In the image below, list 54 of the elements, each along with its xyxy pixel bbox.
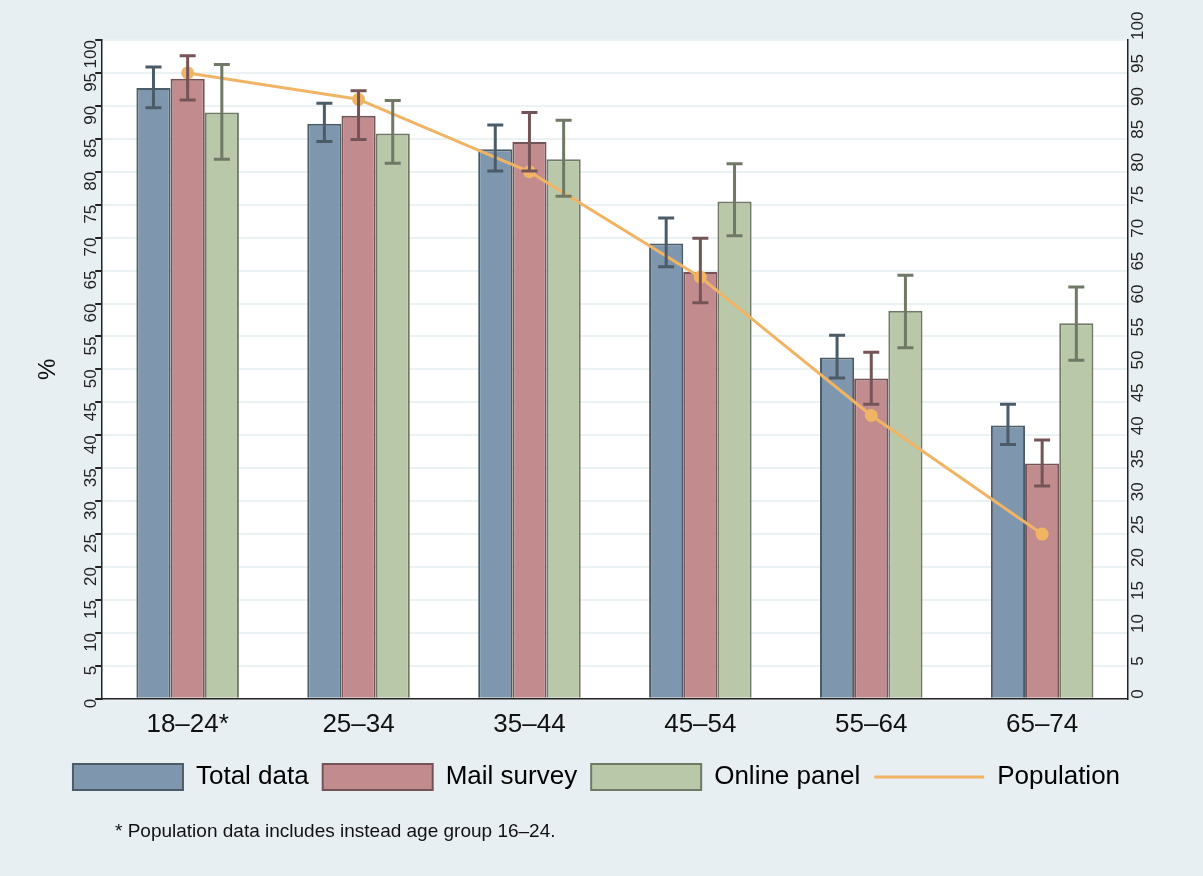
y2-tick-label: 80	[1128, 152, 1148, 172]
y-tick-label: 80	[80, 171, 100, 191]
y2-tick-label: 70	[1128, 218, 1148, 238]
y2-tick-label: 90	[1128, 86, 1148, 106]
x-tick-label: 65–74	[1005, 707, 1079, 738]
y-tick-label: 30	[80, 501, 100, 521]
y2-tick-label: 40	[1128, 416, 1148, 436]
legend-label: Total data	[195, 760, 310, 791]
y-tick-label: 25	[80, 534, 100, 554]
y-tick-label: 100	[80, 40, 100, 69]
y-tick-label: 35	[80, 468, 100, 488]
y2-tick-label: 60	[1128, 284, 1148, 304]
y2-tick-label: 25	[1128, 515, 1148, 535]
y-tick-label: 85	[80, 138, 100, 158]
y2-tick-label: 30	[1128, 482, 1148, 502]
y-tick-label: 75	[80, 204, 100, 224]
text: * Population data includes instead age group 16–24.	[115, 820, 556, 842]
y-tick-label: 5	[80, 665, 100, 676]
y-tick-label: 60	[80, 303, 100, 323]
y-tick-label: 65	[80, 270, 100, 290]
y-tick-label: 10	[80, 632, 100, 652]
y2-tick-label: 65	[1128, 251, 1148, 271]
y-tick-label: 40	[80, 435, 100, 455]
y2-tick-label: 35	[1128, 449, 1148, 469]
y-tick-label: 90	[80, 105, 100, 125]
y-tick-label: 0	[80, 698, 100, 709]
y2-tick-label: 55	[1128, 317, 1148, 337]
y2-tick-label: 10	[1128, 614, 1148, 633]
y-tick-label: 20	[80, 567, 100, 586]
y2-tick-label: 5	[1128, 656, 1148, 666]
y2-tick-label: 20	[1128, 548, 1148, 568]
x-tick-label: 55–64	[835, 707, 908, 738]
legend-label: Mail survey	[445, 760, 578, 791]
y-tick-label: 70	[80, 237, 100, 257]
x-tick-label: 25–34	[322, 707, 395, 738]
y2-tick-label: 45	[1128, 383, 1148, 403]
x-tick-label: 45–54	[664, 707, 737, 738]
y2-tick-label: 100	[1128, 11, 1148, 40]
y-tick-label: 15	[80, 599, 100, 619]
x-tick-label: 18–24*	[146, 707, 229, 738]
legend-label: Population	[997, 760, 1121, 791]
y2-tick-label: 50	[1128, 350, 1148, 370]
y2-tick-label: 85	[1128, 119, 1148, 139]
y2-tick-label: 75	[1128, 185, 1148, 205]
x-tick-label: 35–44	[493, 707, 566, 738]
y2-tick-label: 15	[1128, 581, 1148, 600]
legend-label: Online panel	[714, 760, 861, 791]
y-tick-label: 95	[80, 72, 100, 92]
y-tick-label: 50	[80, 369, 100, 389]
y-tick-label: 55	[80, 336, 100, 356]
y2-tick-label: 95	[1128, 54, 1148, 73]
y2-tick-label: 0	[1128, 689, 1148, 699]
y-axis-title: %	[33, 358, 61, 381]
y-tick-label: 45	[80, 402, 100, 422]
